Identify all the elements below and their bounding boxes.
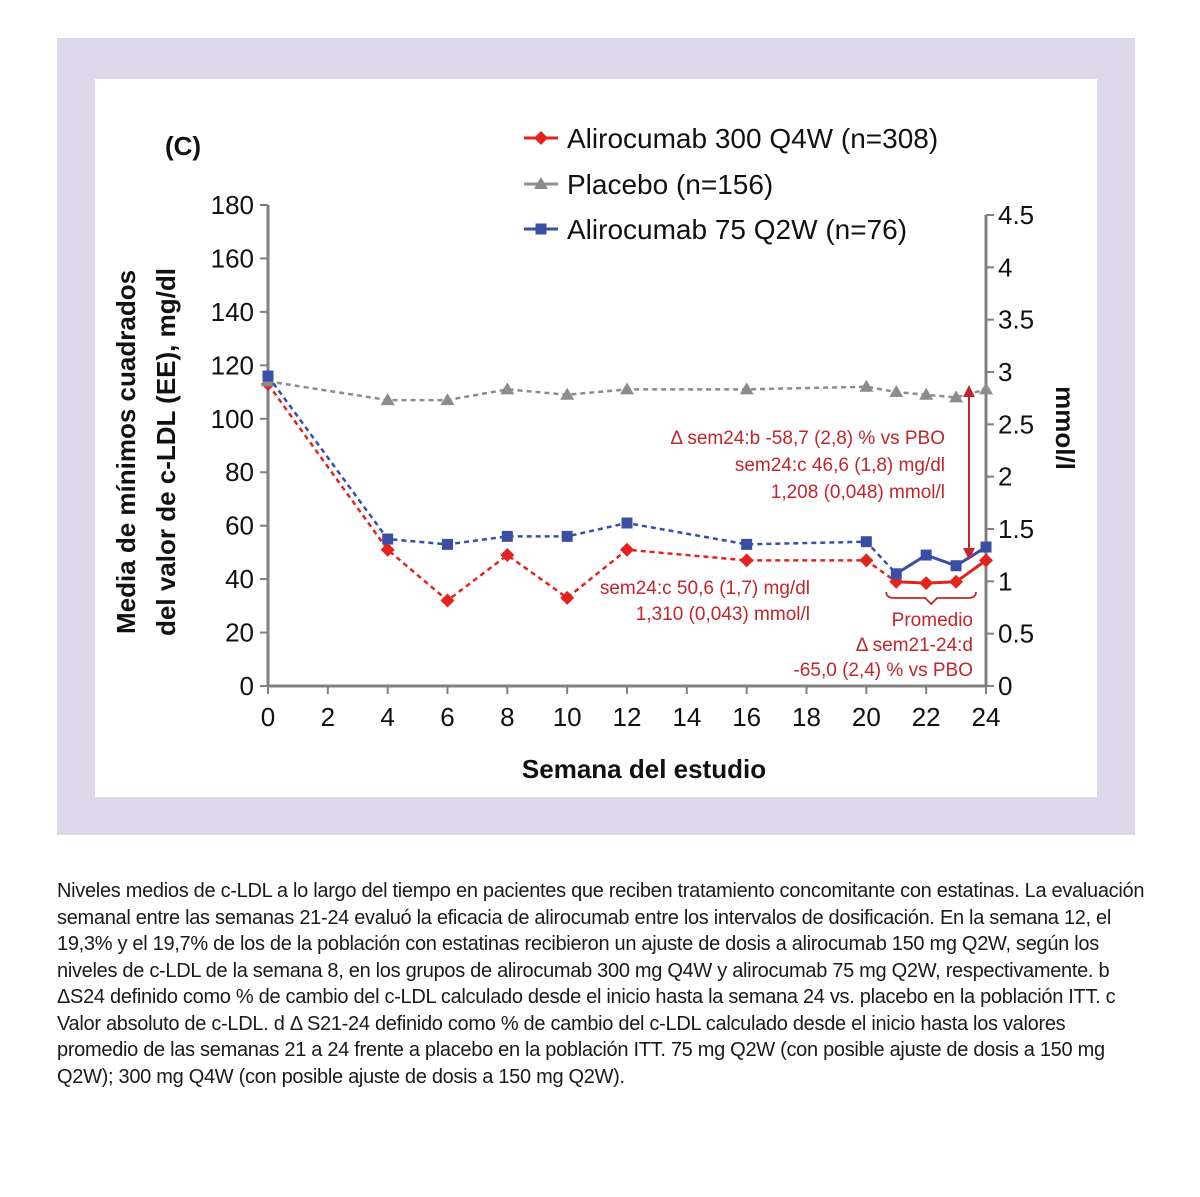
y-tick-label-2: 40 xyxy=(225,564,254,594)
y-tick-label-5: 100 xyxy=(211,404,254,434)
sem24-annotation-1: sem24:c 46,6 (1,8) mg/dl xyxy=(735,455,945,476)
x-tick-label-8: 16 xyxy=(732,702,761,732)
series-2-point-2 xyxy=(442,538,453,550)
x-tick-label-1: 2 xyxy=(321,702,335,732)
legend-marker-0 xyxy=(534,131,548,145)
chart-panel xyxy=(95,79,1097,797)
y2-tick-label-4: 2 xyxy=(998,462,1012,492)
legend-label-0: Alirocumab 300 Q4W (n=308) xyxy=(567,123,938,154)
series-1-point-5 xyxy=(620,382,634,395)
y2-tick-label-3: 1.5 xyxy=(998,514,1034,544)
x-tick-label-0: 0 xyxy=(261,702,275,732)
series-1-point-10 xyxy=(949,390,964,403)
sem24-annotation-2: 1,208 (0,048) mmol/l xyxy=(771,482,945,503)
legend-marker-2 xyxy=(535,223,547,235)
series-2-point-5 xyxy=(621,517,633,529)
series-0-point-2 xyxy=(440,593,455,608)
series-2-point-4 xyxy=(561,530,573,542)
promedio-annotation-0: Promedio xyxy=(892,610,973,631)
series-0-point-4 xyxy=(560,590,575,605)
legend-marker-1 xyxy=(534,177,548,189)
series-1-point-7 xyxy=(859,379,874,392)
ldl-chart: 0 2 4 6 8 10 12 14 16 18 20 22 240204060801001201401… xyxy=(111,123,1080,784)
x-tick-label-12: 24 xyxy=(972,702,1001,732)
x-tick-label-7: 14 xyxy=(672,702,701,732)
y2-tick-label-9: 4.5 xyxy=(998,200,1034,230)
series-1-point-6 xyxy=(739,382,754,395)
y-tick-label-1: 20 xyxy=(225,618,254,648)
y-tick-label-7: 140 xyxy=(211,297,254,327)
y2-tick-label-6: 3 xyxy=(998,357,1012,387)
y-tick-label-8: 160 xyxy=(211,243,254,273)
series-1-point-8 xyxy=(889,385,904,398)
series-line-solid-2 xyxy=(895,545,987,576)
y-tick-label-6: 120 xyxy=(211,350,254,380)
series-1-point-3 xyxy=(500,382,515,395)
y2-axis-title: mmol/l xyxy=(1050,386,1080,470)
x-tick-label-4: 8 xyxy=(500,702,514,732)
series-0-point-11 xyxy=(979,553,993,568)
y2-tick-label-7: 3.5 xyxy=(998,305,1034,335)
series-2-point-10 xyxy=(950,560,962,572)
legend-label-1: Placebo (n=156) xyxy=(567,169,773,200)
series-2-point-8 xyxy=(890,568,902,580)
series-1-point-9 xyxy=(919,387,934,400)
y-tick-label-3: 60 xyxy=(225,511,254,541)
series-1-point-1 xyxy=(380,393,395,406)
y2-tick-label-5: 2.5 xyxy=(998,409,1034,439)
series-1-point-2 xyxy=(440,393,455,406)
series-2-point-6 xyxy=(741,538,753,550)
series-2-point-9 xyxy=(920,549,932,561)
y-axis-title-line2: del valor de c-LDL (EE), mg/dl xyxy=(151,268,181,636)
series-0-point-5 xyxy=(620,542,634,557)
series-0-point-7 xyxy=(859,553,874,568)
x-tick-label-9: 18 xyxy=(792,702,821,732)
y-tick-label-4: 80 xyxy=(225,457,254,487)
figure-caption: Niveles medios de c-LDL a lo largo del t… xyxy=(57,880,1145,1088)
series-2-point-11 xyxy=(980,541,992,553)
series-1-point-11 xyxy=(979,382,993,395)
y2-tick-label-8: 4 xyxy=(998,252,1012,282)
panel-label: (C) xyxy=(165,131,201,161)
sem24-annotation-0: Δ sem24:b -58,7 (2,8) % vs PBO xyxy=(670,428,945,449)
x-axis-title: Semana del estudio xyxy=(522,754,766,784)
delta-arrow-head-up xyxy=(963,385,975,397)
q4w-annotation-1: 1,310 (0,043) mmol/l xyxy=(636,604,810,625)
series-0-point-9 xyxy=(919,576,934,591)
y-tick-label-0: 0 xyxy=(240,671,254,701)
series-2-point-3 xyxy=(501,530,513,542)
series-2-point-1 xyxy=(382,533,394,545)
x-tick-label-5: 10 xyxy=(553,702,582,732)
y2-tick-label-1: 0.5 xyxy=(998,619,1034,649)
x-tick-label-3: 6 xyxy=(440,702,454,732)
series-1-point-4 xyxy=(560,387,575,400)
y-tick-label-9: 180 xyxy=(211,190,254,220)
series-2-point-7 xyxy=(860,536,872,548)
series-2-point-0 xyxy=(262,370,274,382)
promedio-bracket xyxy=(885,591,977,606)
series-0-point-10 xyxy=(949,574,964,589)
x-tick-label-2: 4 xyxy=(380,702,394,732)
delta-arrow-head-down xyxy=(963,548,975,560)
series-line-placebo xyxy=(267,380,987,402)
promedio-annotation-2: -65,0 (2,4) % vs PBO xyxy=(793,660,973,681)
y2-tick-label-2: 1 xyxy=(998,566,1012,596)
promedio-annotation-1: Δ sem21-24:d xyxy=(856,635,973,656)
legend-label-2: Alirocumab 75 Q2W (n=76) xyxy=(567,214,907,245)
series-line-solid-0 xyxy=(896,559,987,585)
x-tick-label-11: 22 xyxy=(912,702,941,732)
y-axis-title-line1: Media de mínimos cuadrados xyxy=(111,270,141,634)
series-0-point-1 xyxy=(380,542,395,557)
series-0-point-3 xyxy=(500,548,515,563)
x-tick-label-6: 12 xyxy=(613,702,642,732)
x-tick-label-10: 20 xyxy=(852,702,881,732)
series-0-point-6 xyxy=(739,553,754,568)
y2-tick-label-0: 0 xyxy=(998,671,1012,701)
q4w-annotation-0: sem24:c 50,6 (1,7) mg/dl xyxy=(600,578,810,599)
